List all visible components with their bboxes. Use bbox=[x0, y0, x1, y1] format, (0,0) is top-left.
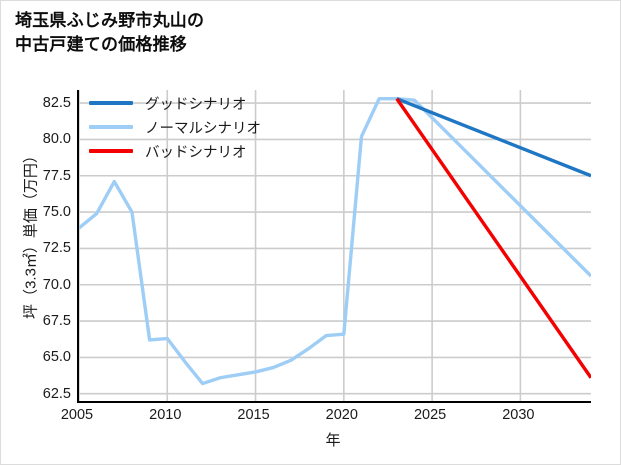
y-tick-label: 75.0 bbox=[42, 204, 71, 221]
y-tick-label: 82.5 bbox=[42, 95, 71, 112]
y-tick-label: 80.0 bbox=[42, 131, 71, 148]
legend-swatch-good-scenario bbox=[89, 101, 133, 105]
chart-plot bbox=[79, 90, 591, 401]
x-tick-label: 2005 bbox=[60, 407, 94, 423]
y-axis-tick-labels: 62.5 65.0 67.5 70.0 72.5 75.0 77.5 80.0 82.5 bbox=[1, 90, 71, 402]
legend-swatch-normal-scenario bbox=[89, 125, 133, 129]
y-tick-label: 72.5 bbox=[42, 240, 71, 257]
legend-item-good-scenario[interactable]: グッドシナリオ bbox=[89, 91, 319, 115]
x-axis-title: 年 bbox=[325, 432, 341, 449]
legend-label-normal-scenario: ノーマルシナリオ bbox=[145, 120, 261, 137]
x-tick-label: 2015 bbox=[237, 407, 270, 423]
page-title: 埼玉県ふじみ野市丸山の 中古戸建ての価格推移 bbox=[15, 11, 205, 55]
x-tick-label: 2030 bbox=[502, 407, 535, 423]
y-tick-label: 77.5 bbox=[42, 167, 71, 184]
chart-legend: グッドシナリオ ノーマルシナリオ バッドシナリオ bbox=[89, 91, 319, 163]
y-tick-label: 62.5 bbox=[42, 385, 71, 402]
legend-swatch-bad-scenario bbox=[89, 149, 133, 153]
legend-item-normal-scenario[interactable]: ノーマルシナリオ bbox=[89, 115, 319, 139]
legend-item-bad-scenario[interactable]: バッドシナリオ bbox=[89, 139, 319, 163]
series-line-ノーマルシナリオ bbox=[79, 97, 591, 386]
x-tick-label: 2010 bbox=[149, 407, 182, 423]
plot-area bbox=[77, 90, 591, 403]
x-tick-label: 2020 bbox=[325, 407, 358, 423]
y-axis-title: 坪（3.3㎡）単価（万円） bbox=[22, 148, 40, 319]
legend-label-bad-scenario: バッドシナリオ bbox=[145, 144, 247, 161]
series-line-グッドシナリオ bbox=[396, 97, 591, 178]
y-tick-label: 67.5 bbox=[42, 313, 71, 330]
x-tick-label: 2025 bbox=[413, 407, 447, 423]
y-tick-label: 65.0 bbox=[42, 349, 71, 366]
legend-label-good-scenario: グッドシナリオ bbox=[145, 96, 247, 113]
series-line-バッドシナリオ bbox=[395, 97, 591, 379]
x-axis-tick-labels: 2005 2010 2015 2020 2025 2030 bbox=[61, 407, 589, 429]
y-tick-label: 70.0 bbox=[42, 276, 71, 293]
